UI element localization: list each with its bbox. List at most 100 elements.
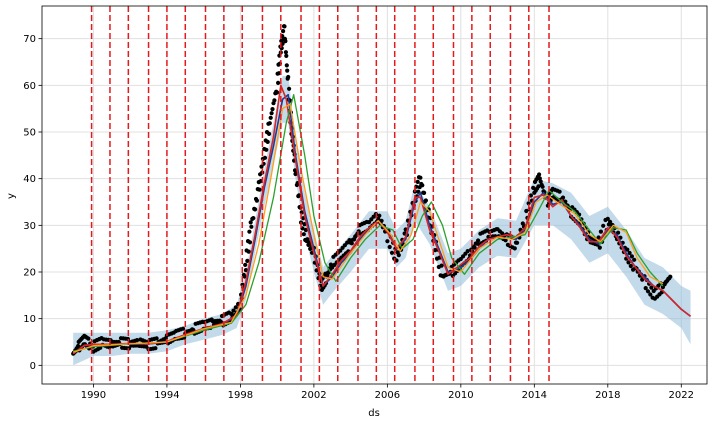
observed-point xyxy=(293,171,298,177)
observed-point xyxy=(180,326,186,331)
observed-point xyxy=(385,239,390,244)
observed-point xyxy=(415,179,420,184)
observed-point xyxy=(528,193,534,198)
observed-point xyxy=(596,235,601,240)
y-tick-label: 20 xyxy=(23,268,36,279)
observed-point xyxy=(303,227,308,233)
observed-point xyxy=(597,245,602,250)
observed-point xyxy=(243,262,248,267)
observed-point xyxy=(531,185,536,190)
observed-point xyxy=(262,155,268,160)
observed-point xyxy=(536,184,541,189)
y-tick-label: 40 xyxy=(23,174,36,185)
y-axis-label: y xyxy=(6,193,17,199)
observed-point xyxy=(649,285,654,290)
observed-point xyxy=(253,207,258,212)
observed-point xyxy=(270,107,275,112)
observed-point xyxy=(349,241,354,246)
observed-point xyxy=(387,244,392,250)
observed-point xyxy=(257,187,262,192)
observed-point xyxy=(284,63,289,68)
observed-point xyxy=(246,249,251,254)
observed-point xyxy=(389,250,395,255)
observed-point xyxy=(538,179,543,184)
observed-point xyxy=(465,249,470,254)
observed-point xyxy=(153,346,158,351)
observed-point xyxy=(515,240,520,245)
observed-point xyxy=(302,222,307,227)
observed-point xyxy=(520,221,525,226)
observed-point xyxy=(379,218,384,223)
observed-point xyxy=(243,268,248,273)
observed-point xyxy=(476,238,481,243)
observed-point xyxy=(645,289,651,294)
observed-point xyxy=(557,189,562,194)
x-tick-label: 2010 xyxy=(448,390,473,401)
observed-point xyxy=(605,216,610,221)
x-tick-label: 1994 xyxy=(154,390,179,401)
observed-point xyxy=(560,195,566,200)
x-tick-label: 2006 xyxy=(375,390,400,401)
observed-point xyxy=(272,98,277,103)
observed-point xyxy=(632,257,637,262)
observed-point xyxy=(275,90,280,95)
observed-point xyxy=(616,230,621,235)
y-tick-label: 60 xyxy=(23,81,36,92)
observed-point xyxy=(269,111,274,116)
plot-area xyxy=(42,6,707,384)
observed-point xyxy=(627,250,632,256)
observed-point xyxy=(512,246,517,251)
y-tick-label: 10 xyxy=(23,314,36,325)
observed-point xyxy=(264,147,269,152)
observed-point xyxy=(439,263,444,268)
observed-point xyxy=(338,248,343,253)
observed-point xyxy=(285,68,290,73)
observed-point xyxy=(625,247,630,252)
observed-point xyxy=(267,121,272,126)
observed-point xyxy=(286,74,291,80)
observed-point xyxy=(242,274,247,279)
observed-point xyxy=(254,198,259,203)
observed-point xyxy=(629,254,635,259)
x-tick-label: 1998 xyxy=(228,390,253,401)
observed-point xyxy=(76,343,81,349)
observed-point xyxy=(283,50,288,55)
observed-point xyxy=(245,258,250,263)
observed-point xyxy=(154,336,159,341)
series-line xyxy=(72,103,664,353)
observed-point xyxy=(86,336,91,341)
observed-point xyxy=(305,237,310,242)
axes-frame xyxy=(41,5,708,385)
y-tick-label: 70 xyxy=(23,34,36,45)
x-tick-label: 2022 xyxy=(669,390,694,401)
observed-point xyxy=(643,286,648,291)
observed-point xyxy=(276,71,282,76)
observed-point xyxy=(296,193,302,198)
y-tick-label: 50 xyxy=(23,128,36,139)
observed-point xyxy=(601,223,606,228)
observed-point xyxy=(537,172,542,177)
observed-point xyxy=(282,24,287,29)
observed-point xyxy=(628,263,633,269)
changepoint-layer xyxy=(90,6,550,384)
observed-point xyxy=(284,53,289,59)
x-tick-label: 2002 xyxy=(301,390,326,401)
y-tick-label: 0 xyxy=(30,361,36,372)
observed-point xyxy=(135,338,140,343)
observed-point xyxy=(301,216,306,221)
observed-point xyxy=(472,245,477,250)
observed-point xyxy=(422,190,427,195)
observed-point xyxy=(598,229,604,234)
observed-point xyxy=(233,305,238,310)
x-tick-label: 2018 xyxy=(595,390,620,401)
observed-point xyxy=(540,184,545,189)
observed-point xyxy=(265,139,270,144)
observed-point xyxy=(396,253,401,258)
observed-point xyxy=(608,219,613,224)
observed-point xyxy=(283,39,288,44)
x-tick-label: 1990 xyxy=(81,390,106,401)
y-tick-label: 30 xyxy=(23,221,36,232)
observed-point xyxy=(423,198,428,203)
observed-point xyxy=(526,201,531,206)
